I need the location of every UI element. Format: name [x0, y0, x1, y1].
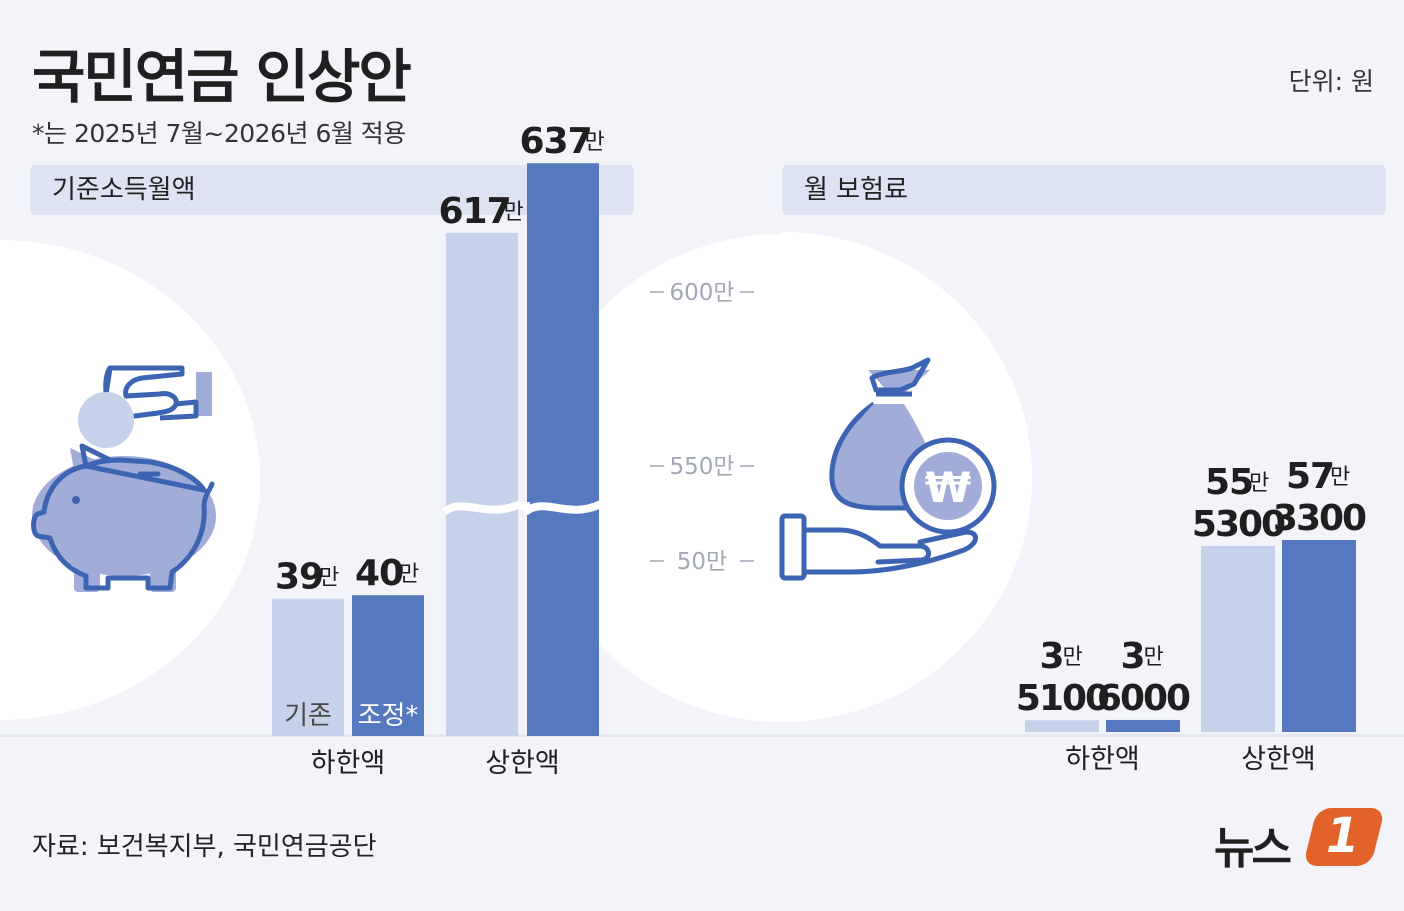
premium-value-label: 3 — [1121, 636, 1145, 677]
premium-value-remainder: 5100 — [1016, 678, 1109, 719]
premium-value-remainder: 5300 — [1192, 504, 1285, 545]
scale-mark-label: 550만 — [669, 454, 734, 480]
unit-note: 단위: 원 — [1288, 67, 1374, 96]
income-value-unit: 만 — [585, 130, 605, 155]
premium-value-remainder: 6000 — [1097, 678, 1190, 719]
income-value-unit: 만 — [504, 200, 524, 225]
premium-value-unit: 만 — [1330, 465, 1350, 490]
chart-baseline — [0, 734, 1404, 737]
premium-value-label: 57 — [1286, 456, 1334, 497]
axis-break-wave — [441, 500, 522, 516]
money-bag-hand-icon: ₩ — [779, 357, 997, 581]
scale-mark-label: 600만 — [669, 280, 734, 306]
income-category-label: 상한액 — [485, 748, 560, 779]
piggy-bank-coin-icon — [31, 365, 216, 592]
axis-break-wave — [522, 500, 603, 516]
income-bar-0-0 — [272, 598, 344, 736]
premium-bar-0-1 — [1106, 719, 1180, 732]
svg-text:₩: ₩ — [925, 463, 971, 512]
source-note: 자료: 보건복지부, 국민연금공단 — [32, 832, 377, 862]
income-value-label: 637 — [520, 121, 592, 162]
premium-value-label: 55 — [1205, 462, 1253, 503]
income-value-label: 40 — [355, 553, 403, 594]
logo-mark: 1 — [1326, 808, 1360, 864]
news1-logo: 뉴스 1 — [1214, 806, 1386, 874]
premium-category-label: 상한액 — [1241, 744, 1316, 775]
axis-scale-marks: 600만 550만 50만 — [650, 280, 754, 575]
income-category-label: 하한액 — [311, 748, 386, 779]
premium-bar-0-0 — [1025, 720, 1099, 732]
income-value-label: 617 — [439, 191, 511, 232]
income-value-unit: 만 — [399, 562, 419, 587]
premium-category-label: 하한액 — [1065, 744, 1140, 775]
income-bar-1-0 — [446, 232, 518, 736]
income-value-unit: 만 — [319, 566, 339, 591]
right-backdrop — [532, 234, 1032, 722]
premium-value-unit: 만 — [1249, 471, 1269, 496]
premium-value-label: 3 — [1040, 636, 1064, 677]
panel-header-premium: 월 보험료 — [782, 165, 1386, 215]
income-bar-0-1 — [352, 595, 424, 736]
premium-bar-1-1 — [1282, 540, 1356, 732]
page-subtitle: *는 2025년 7월~2026년 6월 적용 — [32, 119, 406, 148]
premium-value-unit: 만 — [1063, 645, 1083, 670]
legend-existing-label: 기존 — [284, 701, 332, 731]
scale-mark-label: 50만 — [677, 549, 727, 575]
premium-bar-1-0 — [1201, 546, 1275, 732]
premium-value-remainder: 3300 — [1273, 498, 1366, 539]
income-value-label: 39 — [275, 557, 323, 598]
legend-adjusted-label: 조정* — [358, 701, 419, 731]
logo-wordmark: 뉴스 — [1214, 823, 1292, 874]
premium-value-unit: 만 — [1144, 645, 1164, 670]
income-bar-1-1 — [527, 163, 599, 737]
page-title: 국민연금 인상안 — [32, 43, 412, 111]
